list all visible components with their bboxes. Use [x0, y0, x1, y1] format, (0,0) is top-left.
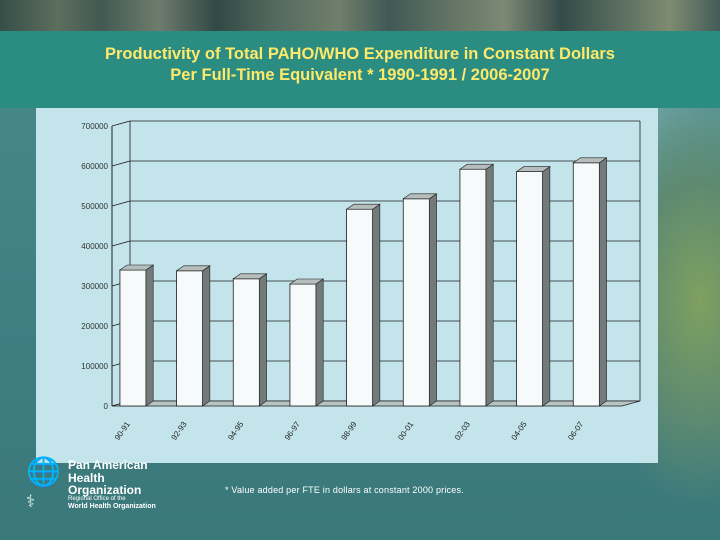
bar-top: [515, 166, 551, 172]
bar: [516, 171, 544, 407]
bar-top: [175, 265, 211, 272]
x-tick-label: 00-01: [396, 420, 415, 442]
bar-side: [202, 265, 211, 407]
x-tick-label: 96-97: [283, 420, 302, 442]
bar-top: [118, 264, 155, 271]
bar-side: [485, 163, 494, 407]
bar: [176, 270, 204, 407]
x-tick-label: 98-99: [340, 420, 359, 442]
title-band: [0, 31, 720, 108]
slide-title-line-1: Productivity of Total PAHO/WHO Expenditu…: [104, 45, 615, 63]
y-tick-label: 100000: [81, 362, 108, 371]
bar: [346, 208, 374, 407]
bar-top: [572, 157, 608, 164]
logo-sub-1: Regional Office of the: [68, 496, 126, 502]
bar: [232, 278, 260, 407]
logo-line-1: Pan American: [68, 458, 148, 472]
bar: [459, 168, 487, 407]
bar-top: [402, 193, 438, 200]
bar: [289, 283, 317, 407]
bar-chart: 0 100000 200000 300000 400000 500000 600000 700…: [81, 120, 641, 442]
bar: [119, 269, 147, 407]
gridline-side: [111, 160, 131, 167]
slide-title: Productivity of Total PAHO/WHO Expenditu…: [0, 44, 720, 86]
x-tick-label: 92-93: [170, 420, 189, 442]
bar: [402, 198, 430, 407]
x-tick-label: 02-03: [453, 420, 472, 442]
paho-logo: 🌐 Pan American Health Organization ⚕ Reg…: [24, 455, 174, 515]
bar-side: [315, 278, 324, 407]
y-tick-label: 200000: [81, 322, 108, 331]
x-tick-label: 90-91: [113, 420, 132, 442]
bar-side: [145, 264, 154, 407]
y-tick-label: 400000: [81, 242, 108, 251]
gridline-side: [111, 240, 131, 247]
logo-subtitle: Regional Office of the World Health Orga…: [68, 496, 156, 511]
bar-top: [232, 273, 268, 280]
y-tick-label: 300000: [81, 282, 108, 291]
bar-top: [458, 163, 495, 170]
paho-globe-icon: 🌐: [26, 456, 61, 487]
header-photo-strip: [0, 0, 720, 31]
bar-top: [288, 278, 325, 285]
gridline-side: [111, 120, 131, 127]
x-tick-label: 04-05: [510, 420, 529, 442]
logo-line-3: Organization: [68, 483, 142, 497]
bar-side: [259, 273, 267, 407]
bar-side: [372, 203, 381, 407]
gridline-side: [111, 200, 131, 207]
y-tick-label: 600000: [81, 162, 108, 171]
bar-side: [599, 157, 607, 407]
logo-line-2: Health: [68, 470, 105, 485]
footnote: * Value added per FTE in dollars at cons…: [225, 485, 464, 495]
logo-name: Pan American Health Organization: [68, 459, 148, 497]
who-emblem-icon: ⚕: [26, 492, 36, 511]
slide-title-line-2: Per Full-Time Equivalent * 1990-1991 / 2…: [170, 66, 550, 84]
bar-top: [345, 203, 381, 210]
bar-side: [542, 166, 551, 407]
logo-sub-2: World Health Organization: [68, 503, 156, 510]
y-tick-label: 500000: [81, 202, 108, 211]
y-tick-label: 0: [104, 402, 109, 411]
x-tick-label: 94-95: [226, 420, 245, 442]
y-tick-label: 700000: [81, 122, 108, 131]
bar-side: [429, 193, 437, 407]
x-tick-label: 06-07: [566, 420, 585, 442]
bar: [572, 162, 600, 407]
